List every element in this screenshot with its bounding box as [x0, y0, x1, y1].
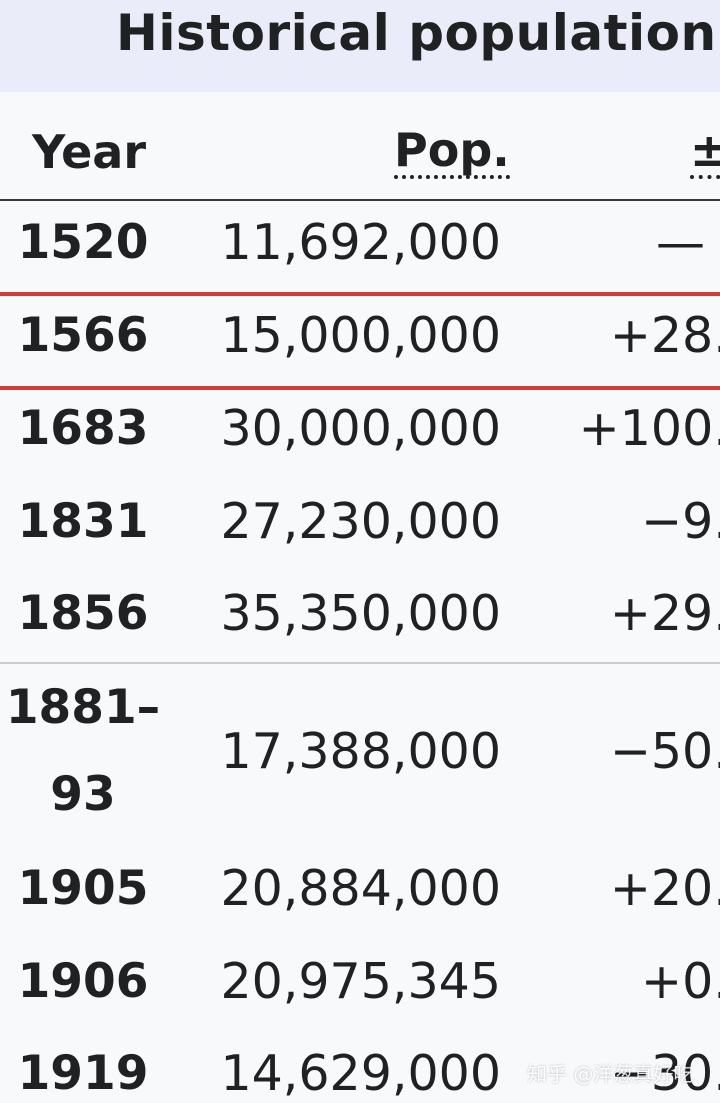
- header-pop-abbr[interactable]: Pop.: [394, 123, 510, 179]
- row-year-1905: 1905: [17, 861, 149, 916]
- row-pop-1566: 15,000,000: [220, 307, 501, 364]
- row-change-1881-93: −50.8: [609, 723, 720, 780]
- row-change-1856: +29.8: [609, 585, 720, 642]
- row-year-1919: 1919: [17, 1046, 149, 1101]
- row-year-1683: 1683: [17, 401, 149, 456]
- row-pop-1831: 27,230,000: [220, 493, 501, 550]
- row-change-1566: +28.3: [609, 307, 720, 364]
- header-divider: [0, 199, 720, 201]
- header-change: ±: [690, 118, 720, 182]
- watermark: 知乎 @洋葱真好吃: [527, 1062, 694, 1086]
- header-change-abbr: ±: [690, 125, 720, 179]
- row-pop-1881-93: 17,388,000: [220, 723, 501, 780]
- row-change-1905: +20.1: [609, 860, 720, 917]
- highlight-border-bottom: [0, 386, 720, 390]
- row-year-1856: 1856: [17, 586, 149, 641]
- row-pop-1683: 30,000,000: [220, 400, 501, 457]
- row-pop-1906: 20,975,345: [220, 953, 501, 1010]
- highlight-border-top: [0, 292, 720, 296]
- row-year-1831: 1831: [17, 494, 149, 549]
- row-change-1919: −30.3: [609, 1045, 720, 1102]
- row-year-1881-93-line1: 1881–: [5, 680, 161, 735]
- row-year-1566: 1566: [17, 308, 149, 363]
- row-change-1520: —: [656, 214, 705, 271]
- table-caption: Historical population: [116, 4, 717, 62]
- row-year-1520: 1520: [17, 215, 149, 270]
- row-pop-1856: 35,350,000: [220, 585, 501, 642]
- row-change-1906: +0.4: [641, 953, 720, 1010]
- row-change-1831: −9.2: [641, 493, 720, 550]
- row-change-1683: +100.0: [578, 400, 720, 457]
- row-pop-1919: 14,629,000: [220, 1045, 501, 1102]
- section-divider: [0, 662, 720, 664]
- row-pop-1905: 20,884,000: [220, 860, 501, 917]
- row-year-1906: 1906: [17, 954, 149, 1009]
- table-caption-bar: Historical population: [0, 0, 720, 92]
- row-year-1881-93-line2: 93: [50, 767, 116, 822]
- header-pop[interactable]: Pop.: [394, 118, 510, 182]
- header-year: Year: [32, 125, 147, 179]
- row-pop-1520: 11,692,000: [220, 214, 501, 271]
